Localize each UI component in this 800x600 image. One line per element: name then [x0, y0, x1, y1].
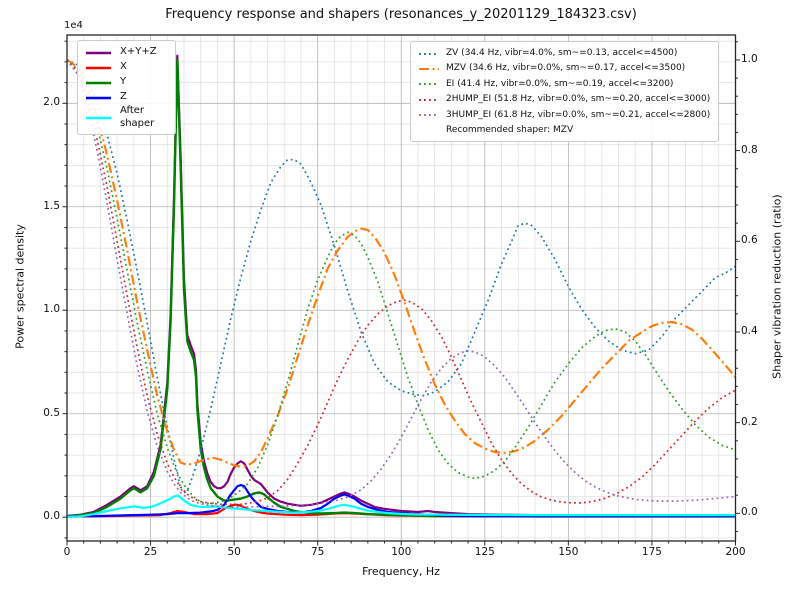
legend-item-label: 3HUMP_EI (61.8 Hz, vibr=0.0%, sm~=0.21, …: [446, 109, 711, 120]
y-tick-label: 1.5: [43, 199, 60, 212]
legend-line-swatch: [419, 52, 439, 55]
y2-tick-label: 0.6: [741, 234, 758, 247]
curve-after-shaper: [67, 494, 736, 518]
x-tick-label: 50: [227, 546, 241, 558]
y2-tick-label: 0.0: [741, 506, 758, 519]
legend-item-label: After shaper: [120, 105, 155, 129]
curve-y: [67, 58, 736, 518]
legend-item-label: EI (41.4 Hz, vibr=0.0%, sm~=0.19, accel<…: [446, 78, 674, 89]
legend-item-label: X+Y+Z: [120, 46, 157, 58]
legend-item: MZV (34.6 Hz, vibr=0.0%, sm~=0.17, accel…: [418, 61, 710, 76]
legend-item-label: X: [120, 61, 127, 73]
y2-tick-label: 0.8: [741, 143, 758, 156]
legend-item-label: Z: [120, 91, 127, 103]
legend-line-swatch: [419, 83, 439, 86]
legend-item: EI (41.4 Hz, vibr=0.0%, sm~=0.19, accel<…: [418, 77, 710, 92]
legend-line-swatch: [86, 81, 111, 84]
curve-mzv: [67, 58, 736, 468]
y-tick-label: 1.0: [43, 303, 60, 316]
psd-legend: X+Y+Z X Y Z After shaper: [77, 40, 176, 135]
x-tick-label: 200: [725, 546, 746, 558]
x-tick-label: 75: [311, 546, 325, 558]
curve-2hump-ei: [67, 59, 736, 506]
legend-item-label: ZV (34.4 Hz, vibr=4.0%, sm~=0.13, accel<…: [446, 48, 678, 59]
y-axis-label-right: Shaper vibration reduction (ratio): [770, 194, 784, 379]
legend-line-swatch: [86, 116, 111, 119]
legend-item-label: MZV (34.6 Hz, vibr=0.0%, sm~=0.17, accel…: [446, 63, 686, 74]
curves: [67, 54, 736, 518]
y-tick-label: 0.0: [43, 510, 60, 523]
legend-item: X: [85, 60, 166, 75]
y2-tick-label: 0.2: [741, 415, 758, 428]
y-tick-label: 2.0: [43, 96, 60, 109]
legend-item: Y: [85, 75, 166, 90]
legend-line-swatch: [86, 51, 111, 54]
y-tick-label: 0.5: [43, 406, 60, 419]
legend-item: 2HUMP_EI (51.8 Hz, vibr=0.0%, sm~=0.20, …: [418, 92, 710, 107]
x-tick-label: 175: [641, 546, 662, 558]
shaper-legend: ZV (34.4 Hz, vibr=4.0%, sm~=0.13, accel<…: [410, 41, 720, 142]
x-axis-label: Frequency, Hz: [362, 565, 440, 578]
y-axis-offset-label: 1e4: [64, 20, 83, 31]
y2-tick-label: 1.0: [741, 52, 758, 65]
legend-line-swatch: [86, 96, 111, 99]
x-tick-label: 125: [474, 546, 495, 558]
legend-line-swatch: [419, 114, 439, 117]
curve-ei: [67, 59, 736, 505]
x-tick-label: 150: [558, 546, 579, 558]
legend-item: X+Y+Z: [85, 45, 166, 60]
legend-item: Z: [85, 90, 166, 105]
curve-3hump-ei: [67, 59, 736, 508]
x-tick-label: 0: [63, 546, 71, 558]
legend-item-label: 2HUMP_EI (51.8 Hz, vibr=0.0%, sm~=0.20, …: [446, 94, 711, 105]
chart-title: Frequency response and shapers (resonanc…: [165, 7, 637, 22]
legend-line-swatch: [419, 68, 439, 71]
x-tick-label: 100: [391, 546, 412, 558]
legend-item: After shaper: [85, 105, 166, 130]
x-tick-label: 25: [143, 546, 158, 558]
legend-line-swatch: [86, 66, 111, 69]
legend-item-label: Y: [120, 76, 127, 88]
legend-line-swatch: [419, 98, 439, 101]
y-axis-label-left: Power spectral density: [13, 224, 27, 349]
legend-item: ZV (34.4 Hz, vibr=4.0%, sm~=0.13, accel<…: [418, 46, 710, 61]
y2-tick-label: 0.4: [741, 324, 758, 337]
legend-note: Recommended shaper: MZV: [446, 125, 574, 136]
axis-ticks: [62, 40, 740, 546]
legend-item: 3HUMP_EI (61.8 Hz, vibr=0.0%, sm~=0.21, …: [418, 108, 710, 123]
